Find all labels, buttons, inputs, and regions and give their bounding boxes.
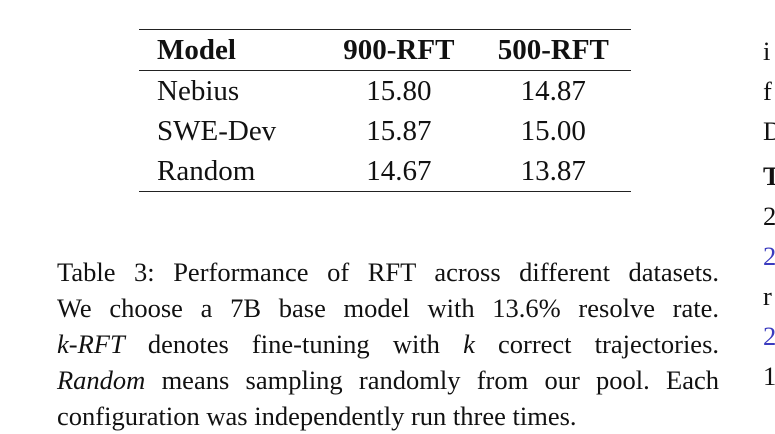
right-column-fragment: r (763, 281, 772, 311)
header-model: Model (157, 33, 236, 66)
right-column-fragment: 2 (763, 321, 775, 351)
right-column-fragment: 2 (763, 241, 775, 271)
caption-line: configuration was independently run thre… (57, 401, 577, 431)
caption-math-k: k (463, 329, 475, 359)
caption-term-k-rft: k-RFT (57, 329, 125, 359)
table-header-row: Model 900-RFT 500-RFT (139, 29, 631, 71)
caption-line: Random means sampling randomly from our … (57, 362, 719, 398)
cell-900-rft: 14.67 (366, 154, 432, 187)
caption-line: Table 3: Performance of RFT across diffe… (57, 257, 719, 287)
caption-line: We choose a 7B base model with 13.6% res… (57, 293, 719, 323)
cell-500-rft: 15.00 (520, 114, 586, 147)
table-row: Random 14.67 13.87 (139, 151, 631, 192)
table-caption: Table 3: Performance of RFT across diffe… (57, 254, 719, 434)
right-column-fragment: 1 (763, 361, 775, 391)
right-column-fragment: i (763, 36, 771, 66)
cell-900-rft: 15.80 (366, 74, 432, 107)
cell-500-rft: 14.87 (520, 74, 586, 107)
results-table: Model 900-RFT 500-RFT Nebius 15.80 14.87… (139, 29, 631, 192)
header-900-rft: 900-RFT (343, 33, 455, 66)
caption-text: denotes fine-tuning with (124, 329, 464, 359)
caption-text: correct trajectories. (474, 329, 720, 359)
caption-text: means sampling randomly from our pool. E… (145, 365, 719, 395)
results-table-container: Model 900-RFT 500-RFT Nebius 15.80 14.87… (139, 29, 631, 192)
right-column-fragment: 2 (763, 201, 775, 231)
cell-model: Random (157, 154, 256, 187)
header-500-rft: 500-RFT (497, 33, 609, 66)
table-row: SWE-Dev 15.87 15.00 (139, 111, 631, 151)
cell-900-rft: 15.87 (366, 114, 432, 147)
caption-line: k-RFT denotes fine-tuning with k correct… (57, 326, 719, 362)
cell-500-rft: 13.87 (520, 154, 586, 187)
right-column-fragment: f (763, 76, 772, 106)
right-column-fragment: D (763, 116, 775, 146)
right-column-fragment: T (763, 161, 775, 191)
table-row: Nebius 15.80 14.87 (139, 71, 631, 112)
caption-term-random: Random (57, 365, 146, 395)
cell-model: Nebius (157, 74, 240, 107)
cell-model: SWE-Dev (157, 114, 277, 147)
